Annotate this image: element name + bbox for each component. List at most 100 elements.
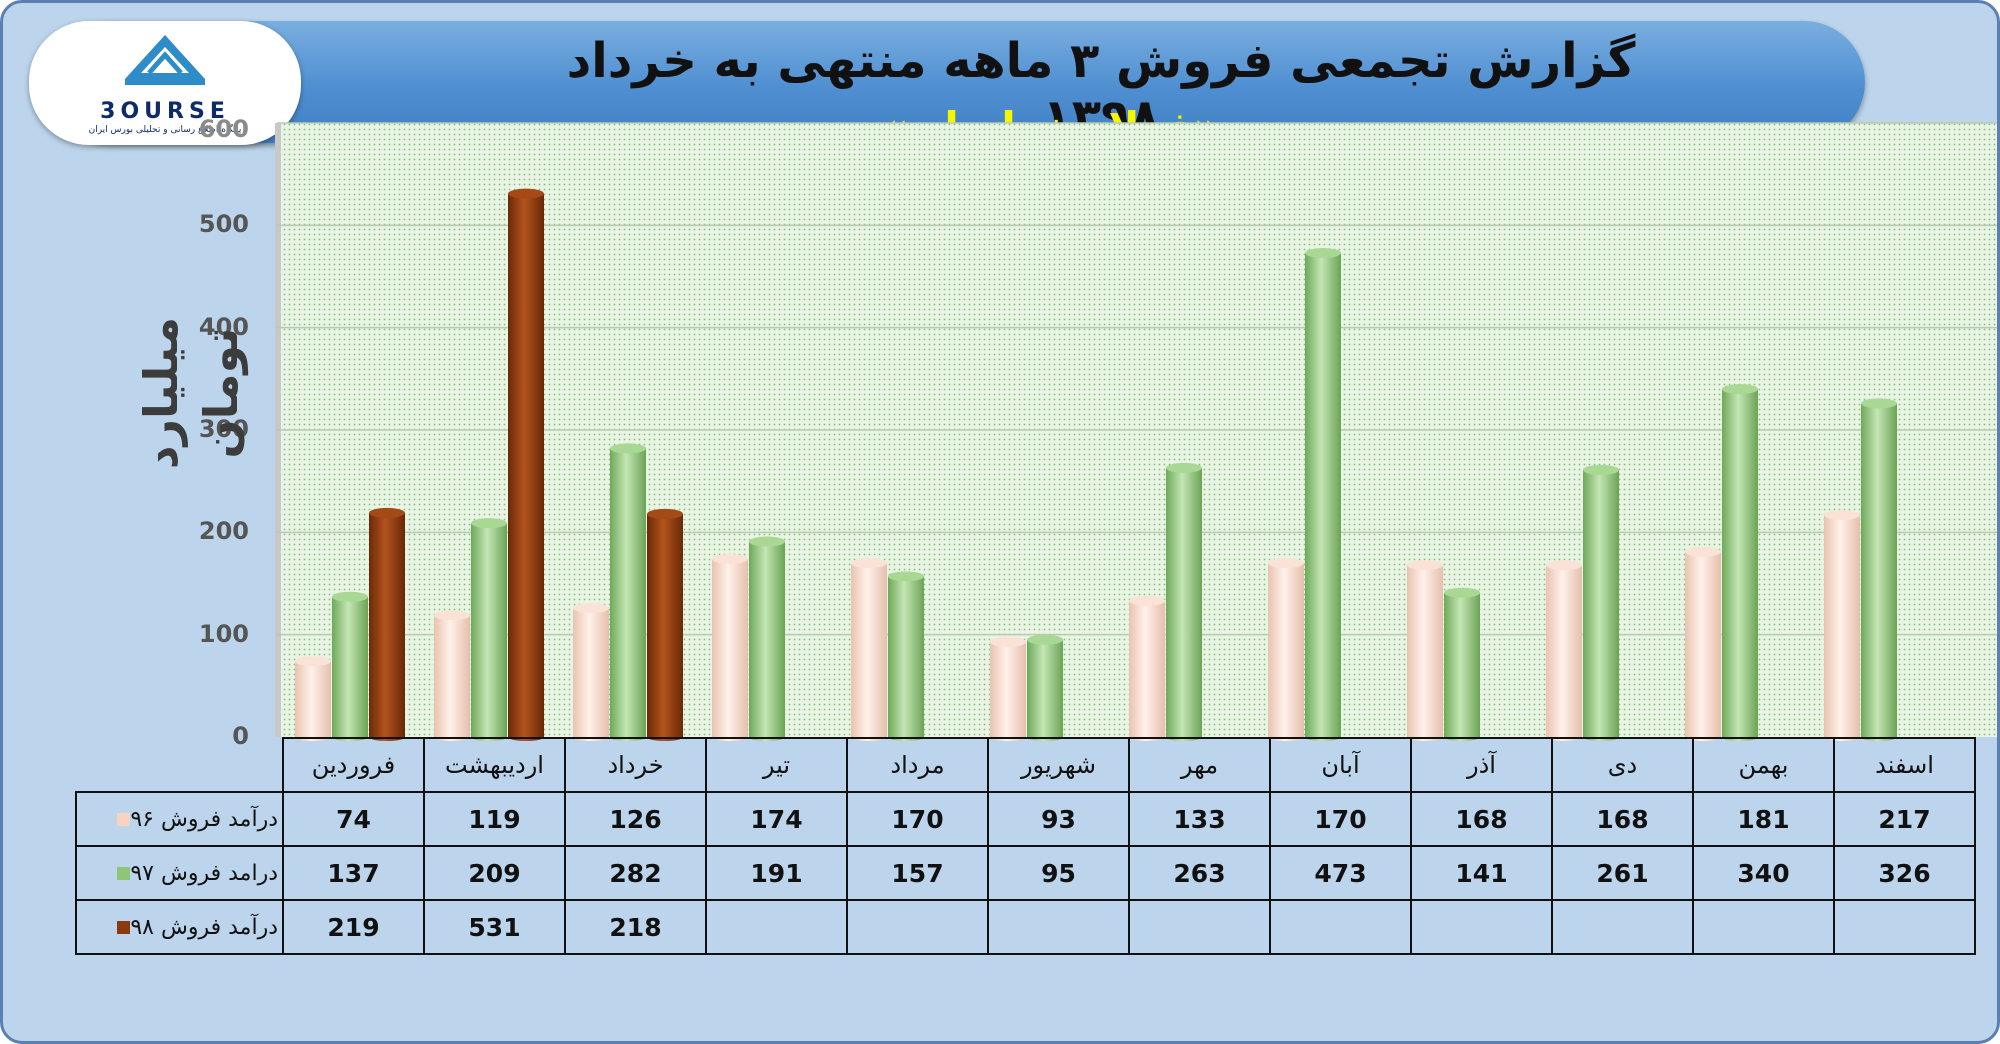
bar-series-97 (749, 536, 785, 741)
value-cell (1833, 899, 1976, 955)
legend-swatch (117, 921, 131, 934)
value-cell: 217 (1833, 791, 1976, 847)
series-name: درآمد فروش ۹۶ (130, 806, 278, 832)
bar-series-97 (1861, 398, 1897, 741)
bourse-logo: 3OURSE پایگاه اطلاع رسانی و تحلیلی بورس … (29, 21, 301, 145)
logo-wordmark: 3OURSE (100, 99, 230, 124)
value-cell: 93 (987, 791, 1130, 847)
bar-series-97 (471, 518, 507, 741)
category-label: فروردین (282, 737, 425, 793)
bar-series-98 (369, 507, 405, 741)
value-cell: 181 (1692, 791, 1835, 847)
value-cell: 326 (1833, 845, 1976, 901)
category-label: آبان (1269, 737, 1412, 793)
bar-series-96 (1824, 509, 1860, 741)
y-tick-label: 300 (198, 415, 249, 443)
value-cell: 74 (282, 791, 425, 847)
legend-swatch (117, 813, 131, 826)
value-cell: 95 (987, 845, 1130, 901)
value-cell (1269, 899, 1412, 955)
bar-series-96 (851, 558, 887, 741)
value-cell: 170 (1269, 791, 1412, 847)
value-cell: 133 (1128, 791, 1271, 847)
category-label: تیر (705, 737, 848, 793)
value-cell: 126 (564, 791, 707, 847)
value-cell: 174 (705, 791, 848, 847)
value-cell: 157 (846, 845, 989, 901)
category-label: بهمن (1692, 737, 1835, 793)
y-axis-label: میلیارد تومان (134, 316, 248, 470)
category-label: مرداد (846, 737, 989, 793)
y-tick-label: 500 (198, 210, 249, 239)
value-cell: 170 (846, 791, 989, 847)
series-label: درآمد فروش ۹۶ (75, 791, 284, 847)
value-cell: 168 (1551, 791, 1694, 847)
logo-mark-icon (125, 35, 205, 85)
value-cell: 218 (564, 899, 707, 955)
value-cell (1128, 899, 1271, 955)
bar-series-97 (888, 571, 924, 741)
bar-series-96 (573, 603, 609, 741)
bar-series-97 (1027, 634, 1063, 741)
series-name: درآمد فروش ۹۸ (130, 914, 278, 940)
category-label: آذر (1410, 737, 1553, 793)
bar-series-97 (1305, 247, 1341, 741)
category-label: دی (1551, 737, 1694, 793)
category-row: فروردین اردیبهشت خرداد تیر مرداد شهریور مهر آبا… (76, 737, 1976, 793)
table-corner (76, 738, 283, 792)
y-tick-label: 200 (198, 517, 249, 546)
value-cell: 340 (1692, 845, 1835, 901)
bar-series-96 (712, 553, 748, 741)
value-cell: 473 (1269, 845, 1412, 901)
y-tick-label: 100 (198, 619, 249, 648)
bar-series-96 (1129, 595, 1165, 741)
bar-series-96 (434, 610, 470, 741)
category-label: شهریور (987, 737, 1130, 793)
bar-series-96 (1268, 558, 1304, 741)
value-cell (1551, 899, 1694, 955)
bar-series-98 (647, 508, 683, 741)
value-cell: 531 (423, 899, 566, 955)
bar-series-96 (1407, 560, 1443, 741)
value-cell: 219 (282, 899, 425, 955)
bar-series-97 (1166, 462, 1202, 741)
bar-series-97 (1722, 384, 1758, 741)
value-cell: 137 (282, 845, 425, 901)
category-label: اردیبهشت (423, 737, 566, 793)
bar-series-98 (508, 188, 544, 741)
value-cell (846, 899, 989, 955)
table-row: درامد فروش ۹۷ 137 209 282 191 157 95 263 473 141 2… (75, 845, 1976, 901)
series-label: درآمد فروش ۹۸ (75, 899, 284, 955)
value-cell (987, 899, 1130, 955)
bar-series-97 (1444, 587, 1480, 741)
value-cell: 282 (564, 845, 707, 901)
series-label: درامد فروش ۹۷ (75, 845, 284, 901)
bar-series-96 (1685, 546, 1721, 741)
table-row: درآمد فروش ۹۸ 219 531 218 (75, 899, 1976, 955)
value-cell (1410, 899, 1553, 955)
value-cell: 261 (1551, 845, 1694, 901)
value-cell: 263 (1128, 845, 1271, 901)
category-label: مهر (1128, 737, 1271, 793)
value-cell: 191 (705, 845, 848, 901)
data-table: فروردین اردیبهشت خرداد تیر مرداد شهریور مهر آبا… (75, 737, 1976, 955)
bar-series-97 (1583, 464, 1619, 741)
bar-series-97 (610, 443, 646, 741)
y-tick-label: 400 (198, 312, 249, 341)
table-row: درآمد فروش ۹۶ 74 119 126 174 170 93 133 170 168 16… (75, 791, 1976, 847)
bars-group (295, 188, 1897, 741)
value-cell: 168 (1410, 791, 1553, 847)
bar-series-97 (332, 591, 368, 741)
value-cell: 209 (423, 845, 566, 901)
bar-series-96 (295, 656, 331, 741)
y-tick-label: 600 (198, 115, 249, 143)
plot-area (275, 122, 1997, 741)
bar-series-96 (990, 636, 1026, 741)
bar-series-96 (1546, 560, 1582, 741)
value-cell: 119 (423, 791, 566, 847)
value-cell (1692, 899, 1835, 955)
logo-caption: پایگاه اطلاع رسانی و تحلیلی بورس ایران (88, 125, 242, 135)
series-name: درامد فروش ۹۷ (130, 860, 278, 886)
category-label: خرداد (564, 737, 707, 793)
